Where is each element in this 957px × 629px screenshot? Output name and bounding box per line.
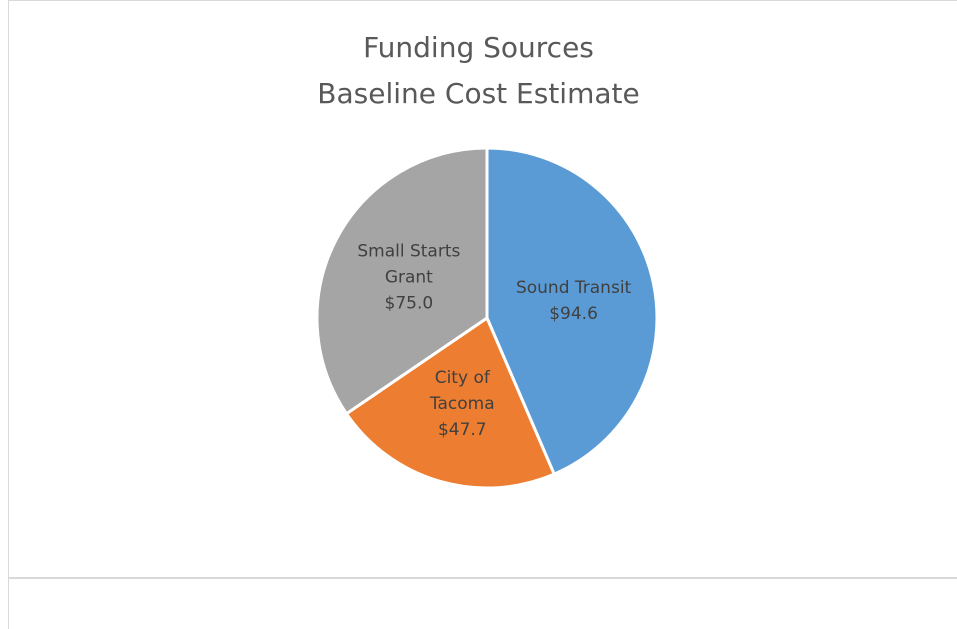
- chart-subtitle: Baseline Cost Estimate: [317, 77, 640, 110]
- slice-value-label: $47.7: [438, 420, 487, 440]
- slice-category-label: Small Starts: [357, 242, 460, 262]
- pie-slice: [344, 316, 556, 490]
- pie-slice: [315, 146, 489, 416]
- slice-value-label: $94.6: [549, 304, 598, 324]
- slice-value-label: $75.0: [385, 294, 434, 314]
- frame-left-border: [8, 0, 9, 629]
- slice-category-label: Tacoma: [429, 394, 495, 414]
- frame-top-border: [8, 0, 957, 1]
- slice-data-label: Sound Transit $94.6: [516, 278, 632, 324]
- chart-title: Funding Sources: [363, 31, 594, 64]
- pie-slice: [485, 146, 659, 476]
- slice-category-label: Grant: [385, 268, 433, 288]
- slice-category-label: Sound Transit: [516, 278, 632, 298]
- slice-category-label: City of: [435, 368, 491, 388]
- slice-data-label: City of Tacoma $47.7: [429, 368, 495, 440]
- frame-divider: [8, 577, 957, 579]
- slice-data-label: Small Starts Grant $75.0: [357, 242, 460, 314]
